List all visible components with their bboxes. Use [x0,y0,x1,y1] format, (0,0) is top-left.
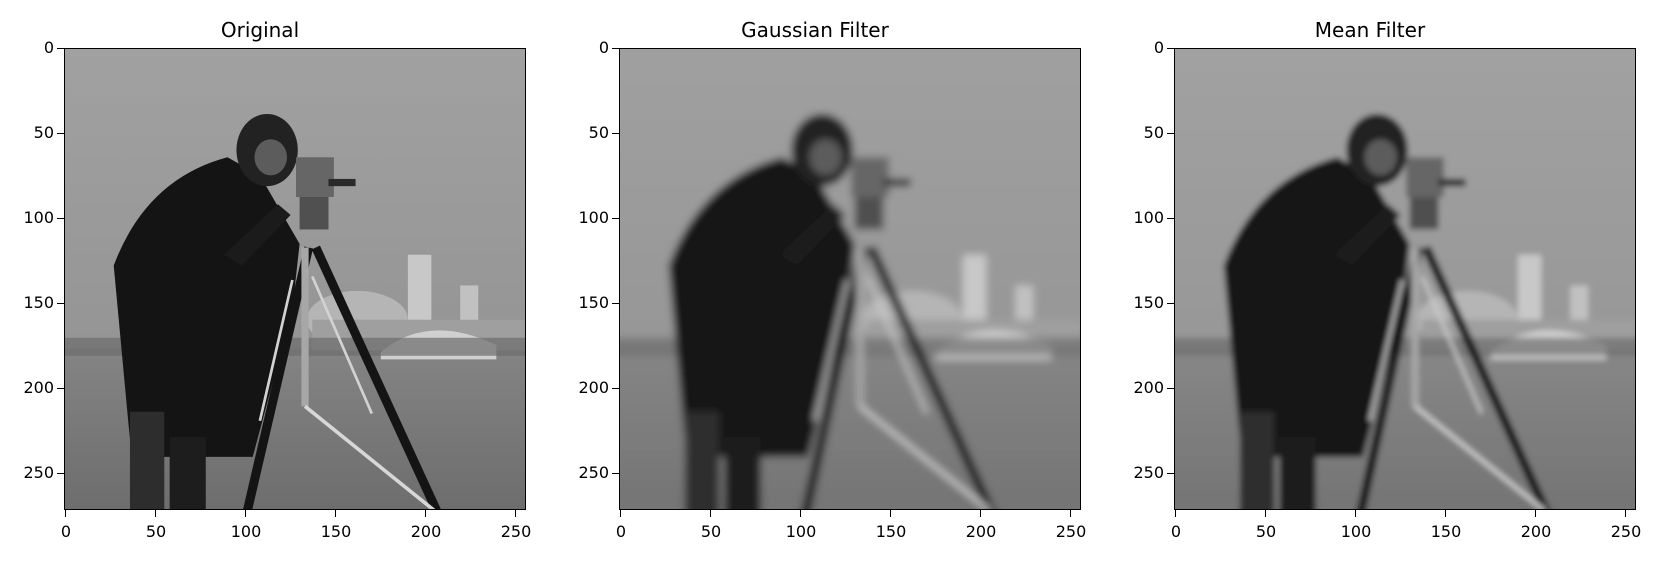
x-tick-mark [710,510,711,517]
x-tick-label: 150 [1430,522,1462,541]
x-tick-mark [1445,510,1446,517]
x-tick-mark [1265,510,1266,517]
y-tick-label: 0 [598,38,609,57]
y-tick-mark [612,48,619,49]
y-tick-mark [612,473,619,474]
panel-title: Mean Filter [1314,18,1426,42]
image-axes [1174,48,1636,510]
y-tick-label: 0 [43,38,54,57]
y-tick-label: 50 [1143,123,1164,142]
x-tick-mark [980,510,981,517]
y-tick-label: 150 [23,293,54,312]
panel-gaussian: Gaussian Filter [555,0,1086,561]
x-tick-label: 50 [145,522,167,541]
y-tick-mark [1167,473,1174,474]
y-tick-label: 150 [1133,293,1164,312]
x-tick-mark [515,510,516,517]
y-tick-mark [1167,133,1174,134]
y-tick-mark [612,303,619,304]
y-tick-mark [1167,218,1174,219]
x-tick-mark [1535,510,1536,517]
y-tick-mark [57,388,64,389]
x-tick-mark [65,510,66,517]
y-tick-mark [1167,303,1174,304]
y-tick-label: 200 [23,378,54,397]
x-tick-label: 250 [500,522,532,541]
y-tick-label: 100 [578,208,609,227]
x-tick-label: 100 [230,522,262,541]
y-tick-mark [57,303,64,304]
y-tick-label: 250 [578,463,609,482]
x-tick-mark [245,510,246,517]
x-tick-mark [155,510,156,517]
x-tick-mark [1175,510,1176,517]
x-tick-mark [1070,510,1071,517]
x-tick-label: 50 [1255,522,1277,541]
cameraman-image-mean [1175,49,1635,509]
y-tick-mark [612,133,619,134]
x-tick-label: 250 [1055,522,1087,541]
x-tick-label: 50 [700,522,722,541]
image-axes [64,48,526,510]
y-tick-label: 0 [1153,38,1164,57]
x-tick-label: 150 [875,522,907,541]
x-tick-mark [800,510,801,517]
y-tick-label: 150 [578,293,609,312]
image-axes [619,48,1081,510]
y-tick-mark [57,133,64,134]
y-tick-mark [1167,48,1174,49]
y-tick-mark [612,218,619,219]
x-tick-mark [335,510,336,517]
y-tick-label: 250 [23,463,54,482]
y-tick-mark [1167,388,1174,389]
y-tick-mark [57,218,64,219]
x-tick-label: 100 [1340,522,1372,541]
panel-title: Original [220,18,300,42]
x-tick-mark [425,510,426,517]
x-tick-label: 200 [410,522,442,541]
y-tick-mark [612,388,619,389]
y-tick-label: 200 [1133,378,1164,397]
x-tick-mark [620,510,621,517]
y-tick-label: 250 [1133,463,1164,482]
y-tick-label: 100 [23,208,54,227]
cameraman-image-blurred [620,49,1080,509]
y-tick-label: 50 [588,123,609,142]
x-tick-label: 0 [1170,522,1182,541]
panel-mean: Mean Filter [1110,0,1641,561]
panel-title: Gaussian Filter [741,18,889,42]
x-tick-label: 200 [1520,522,1552,541]
cameraman-image [65,49,525,509]
y-tick-mark [57,48,64,49]
x-tick-label: 100 [785,522,817,541]
y-tick-label: 100 [1133,208,1164,227]
x-tick-label: 200 [965,522,997,541]
x-tick-mark [1625,510,1626,517]
x-tick-label: 250 [1610,522,1642,541]
y-tick-label: 50 [33,123,54,142]
y-tick-mark [57,473,64,474]
y-tick-label: 200 [578,378,609,397]
x-tick-label: 0 [615,522,627,541]
x-tick-label: 0 [60,522,72,541]
x-tick-label: 150 [320,522,352,541]
x-tick-mark [890,510,891,517]
x-tick-mark [1355,510,1356,517]
panel-original: Original [0,0,531,561]
